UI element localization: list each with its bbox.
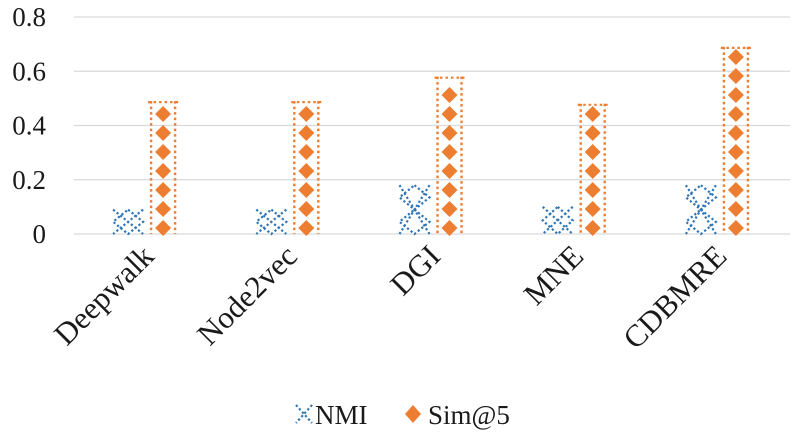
bar-nmi-node2vec [254,208,289,236]
lattice-cell [254,208,289,236]
bar-diamond-mark [298,201,315,217]
bar-diamond-mark [155,106,172,122]
bar-diamond-mark [155,220,172,236]
y-tick-label-1: 0.2 [12,165,46,195]
lattice-cross [255,208,287,235]
bar-diamond-mark [584,106,601,122]
bar-sim-5-mne [577,103,608,236]
bar-sim-5-dgi [434,76,465,236]
y-tick-label-2: 0.4 [12,111,46,141]
bar-diamond-mark [727,49,744,65]
x-axis-category-labels: Deepwalk Node2vec DGI MNE CDBMRE [47,238,733,356]
y-tick-label-3: 0.6 [12,56,46,86]
bar-diamond-mark [584,182,601,198]
legend-swatch-sim5 [405,405,421,423]
lattice-cell [111,208,145,236]
y-tick-label-0: 0 [33,219,47,249]
bar-diamond-mark [441,87,458,103]
legend-item-sim5: Sim@5 [405,400,510,430]
bar-diamond-mark [155,201,172,217]
bar-diamond-mark [584,220,601,236]
y-tick-label-4: 0.8 [12,2,46,32]
bars [111,46,751,236]
bar-diamond-mark [727,68,744,84]
x-category-label-mne: MNE [517,238,590,311]
y-axis-tick-labels: 0 0.2 0.4 0.6 0.8 [12,2,46,249]
bar-diamond-mark [441,106,458,122]
lattice-cell [684,208,718,236]
bar-diamond-mark [727,182,744,198]
bar-diamond-mark [298,106,315,122]
legend-label-sim5: Sim@5 [428,400,510,430]
bar-nmi-deepwalk [111,208,145,236]
bar-diamond-mark [727,87,744,103]
bar-diamond-mark [584,163,601,179]
bar-diamond-mark [727,220,744,236]
bar-diamond-mark [727,125,744,141]
bar-diamond-mark [298,144,315,160]
bar-diamond-mark [727,144,744,160]
legend-nmi-right-chevron [302,404,313,424]
bar-sim-5-cdbmre [720,46,751,236]
bar-nmi-mne [541,205,575,236]
legend-swatch-nmi [295,404,313,424]
lattice-cross [684,184,717,235]
bar-diamond-mark [298,220,315,236]
legend: NMI Sim@5 [295,400,510,430]
bar-diamond-mark [155,182,172,198]
bar-diamond-mark [441,182,458,198]
bar-diamond-mark [441,201,458,217]
x-category-label-cdbmre: CDBMRE [616,238,733,355]
x-category-label-dgi: DGI [383,238,447,302]
gridlines [74,16,790,235]
x-category-label-node2vec: Node2vec [190,238,304,352]
legend-item-nmi: NMI [295,400,368,430]
lattice-cell [397,183,432,212]
bar-diamond-mark [155,125,172,141]
bar-diamond-mark [298,125,315,141]
bar-nmi-dgi [397,183,432,236]
bar-sim-5-deepwalk [148,100,179,236]
lattice-cell [397,208,432,236]
lattice-cross [541,206,574,235]
bar-diamond-mark [584,144,601,160]
bar-diamond-mark [584,201,601,217]
bar-diamond-mark [441,220,458,236]
bar-diamond-mark [155,163,172,179]
legend-sim5-diamond [405,405,421,423]
bar-diamond-mark [727,106,744,122]
bar-diamond-mark [727,163,744,179]
bar-diamond-mark [727,201,744,217]
legend-label-nmi: NMI [315,400,368,430]
bar-sim-5-node2vec [291,100,322,236]
lattice-cell [684,183,718,212]
bar-diamond-mark [155,144,172,160]
bar-diamond-mark [584,125,601,141]
lattice-cross [398,184,431,235]
legend-nmi-left-chevron [295,404,306,424]
bar-diamond-mark [298,182,315,198]
bar-diamond-mark [441,144,458,160]
bar-nmi-cdbmre [684,183,718,236]
lattice-cross [112,208,144,235]
bar-diamond-mark [441,125,458,141]
bar-diamond-mark [298,163,315,179]
x-category-label-deepwalk: Deepwalk [47,238,161,352]
bar-diamond-mark [441,163,458,179]
